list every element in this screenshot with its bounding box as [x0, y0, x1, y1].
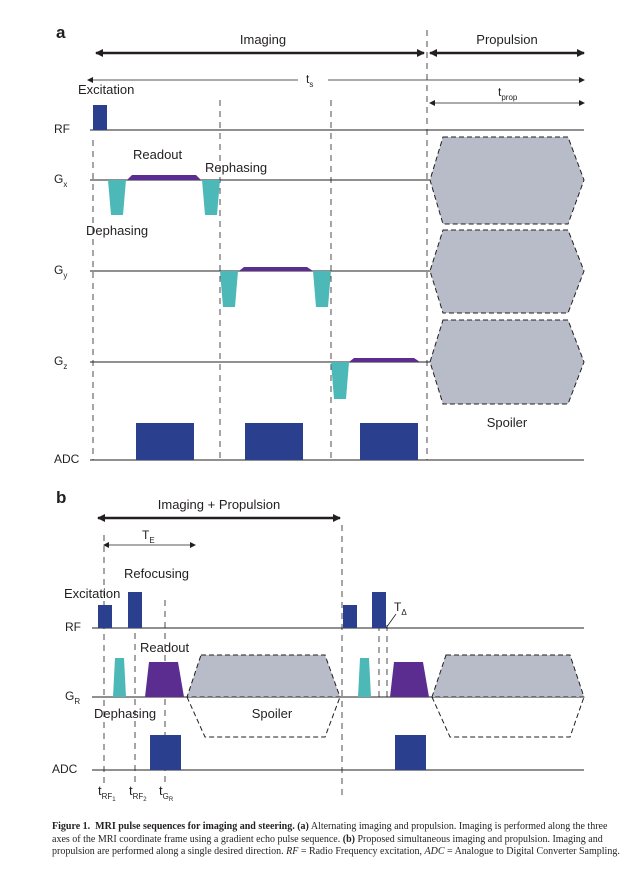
spoiler-gy: [430, 230, 584, 313]
propulsion-label: Propulsion: [476, 32, 537, 47]
gx-row-label: Gx: [54, 172, 67, 189]
gy-readout: [239, 267, 313, 271]
t-gr-label: tGR: [159, 783, 174, 803]
gr-readout-2: [390, 662, 429, 697]
caption-rf-abbr: RF: [286, 846, 298, 857]
excitation-pulse-b2: [343, 605, 357, 628]
gx-rephasing-lobe: [202, 180, 220, 215]
gr-row-label: GR: [65, 689, 80, 706]
gz-dephasing-lobe: [331, 362, 349, 399]
imaging-label: Imaging: [240, 32, 286, 47]
figure-caption: Figure 1. MRI pulse sequences for imagin…: [52, 821, 620, 859]
t-rf1-label: tRF1: [98, 783, 116, 803]
adc-row-label-a: ADC: [54, 452, 80, 466]
excitation-label-b: Excitation: [64, 586, 120, 601]
adc-block-3: [360, 423, 418, 460]
spoiler-label-a: Spoiler: [487, 415, 528, 430]
caption-part-b-label: (b): [343, 834, 355, 845]
te-label: TE: [142, 528, 155, 545]
gy-dephasing-lobe: [220, 271, 238, 307]
panel-a-timing-lines: [93, 30, 427, 460]
caption-part-a-label: (a): [297, 821, 309, 832]
imaging-propulsion-label: Imaging + Propulsion: [158, 497, 281, 512]
adc-row-label-b: ADC: [52, 762, 78, 776]
caption-adc-abbr: ADC: [424, 846, 444, 857]
tprop-label: tprop: [498, 85, 518, 102]
refocusing-pulse-b2: [372, 592, 386, 628]
dephasing-label-b: Dephasing: [94, 706, 156, 721]
dephasing-label-a: Dephasing: [86, 223, 148, 238]
gz-readout: [349, 358, 420, 362]
refocusing-label: Refocusing: [124, 566, 189, 581]
readout-label-b: Readout: [140, 640, 190, 655]
excitation-pulse-b1: [98, 605, 112, 628]
caption-figure-label: Figure 1.: [52, 821, 90, 832]
panel-a-label: a: [56, 23, 66, 42]
rf-row-label-b: RF: [65, 620, 81, 634]
rephasing-label: Rephasing: [205, 160, 267, 175]
gr-spoiler-1: [187, 655, 340, 697]
gr-dephasing-lobe-1: [113, 658, 126, 697]
adc-block-2: [245, 423, 303, 460]
readout-label-a: Readout: [133, 147, 183, 162]
gr-readout-1: [145, 662, 184, 697]
gr-spoiler-2-negative: [432, 697, 584, 737]
caption-figure-title: MRI pulse sequences for imaging and stee…: [95, 821, 295, 832]
excitation-pulse: [93, 105, 107, 130]
refocusing-pulse-b1: [128, 592, 142, 628]
caption-adc-def: = Analogue to Digital Converter Sampling…: [444, 846, 619, 857]
gx-readout: [127, 175, 201, 180]
gz-row-label: Gz: [54, 354, 67, 371]
spoiler-label-b: Spoiler: [252, 706, 293, 721]
rf-row-label-a: RF: [54, 122, 70, 136]
gy-row-label: Gy: [54, 263, 67, 280]
excitation-label-a: Excitation: [78, 82, 134, 97]
gx-dephasing-lobe: [108, 180, 126, 215]
gy-rephasing-lobe: [313, 271, 331, 307]
panel-b-label: b: [56, 488, 66, 507]
t-rf2-label: tRF2: [129, 783, 147, 803]
adc-block-b2: [395, 735, 426, 770]
gr-dephasing-lobe-2: [358, 658, 371, 697]
spoiler-gx: [430, 137, 584, 224]
adc-block-1: [136, 423, 194, 460]
spoiler-gz: [430, 320, 584, 404]
gr-spoiler-2: [432, 655, 584, 697]
caption-rf-def: = Radio Frequency excitation,: [298, 846, 424, 857]
adc-block-b1: [150, 735, 181, 770]
